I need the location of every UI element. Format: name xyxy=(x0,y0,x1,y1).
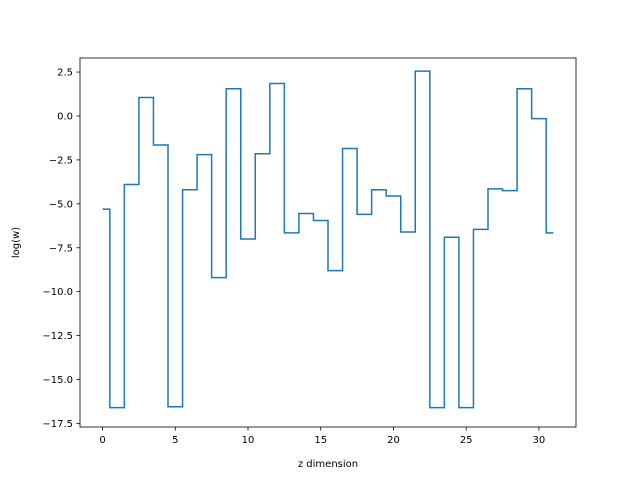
x-tick-label: 25 xyxy=(460,435,473,446)
x-tick-label: 10 xyxy=(242,435,255,446)
y-axis: 2.5 0.0 −2.5 −5.0 −7.5 −10.0 −12.5 −15.0 −17.5 xyxy=(42,68,80,430)
x-tick-label: 5 xyxy=(172,435,178,446)
y-axis-label: log(w) xyxy=(11,227,22,258)
y-tick-label: −15.0 xyxy=(42,375,73,386)
x-tick-label: 15 xyxy=(314,435,327,446)
x-axis-label: z dimension xyxy=(298,459,358,470)
plot-frame xyxy=(79,57,577,428)
y-tick-label: −12.5 xyxy=(42,331,73,342)
x-tick-label: 0 xyxy=(99,435,105,446)
y-tick-label: −17.5 xyxy=(42,419,73,430)
y-tick-label: −2.5 xyxy=(49,155,73,166)
y-tick-label: 0.0 xyxy=(57,111,73,122)
y-tick-label: −7.5 xyxy=(49,243,73,254)
x-tick-label: 20 xyxy=(387,435,400,446)
y-tick-label: 2.5 xyxy=(57,68,73,79)
y-tick-label: −10.0 xyxy=(42,287,73,298)
y-tick-label: −5.0 xyxy=(49,199,73,210)
x-tick-label: 30 xyxy=(533,435,546,446)
series-line xyxy=(102,70,554,409)
x-axis: 0 5 10 15 20 25 30 xyxy=(99,427,545,446)
series-layer xyxy=(102,70,554,409)
